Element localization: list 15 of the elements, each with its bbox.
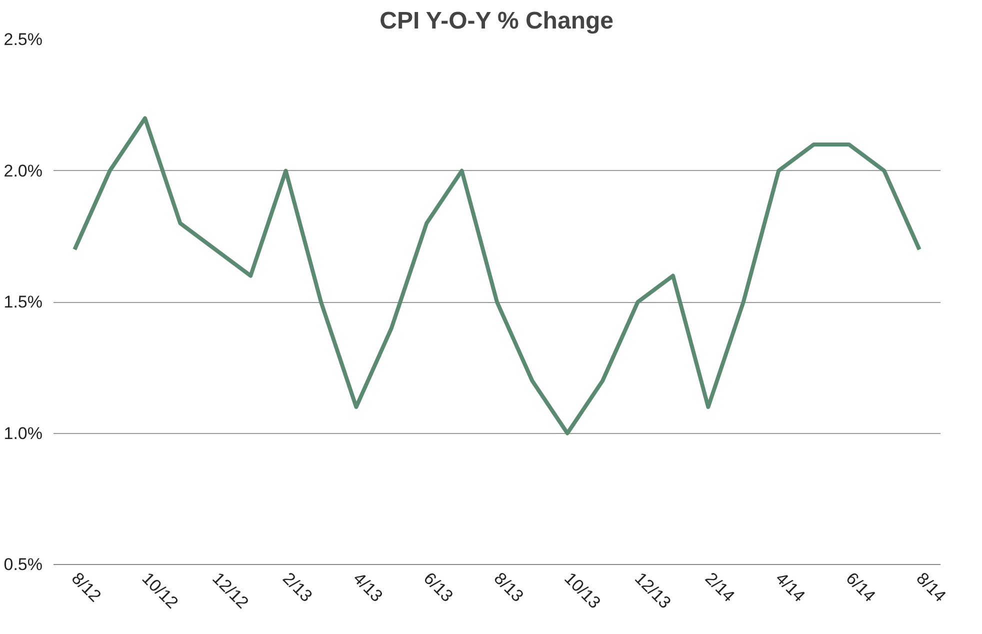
line-series bbox=[72, 116, 922, 436]
y-tick-label: 2.0% bbox=[4, 161, 42, 180]
x-tick-label: 2/14 bbox=[701, 568, 738, 606]
x-tick-label: 6/14 bbox=[842, 568, 880, 606]
y-tick-label: 2.5% bbox=[4, 30, 42, 49]
y-tick-label: 1.0% bbox=[4, 424, 42, 443]
x-tick-label: 6/13 bbox=[420, 568, 457, 606]
x-tick-label: 8/13 bbox=[490, 568, 528, 606]
y-tick-label: 0.5% bbox=[4, 555, 42, 574]
x-tick-label: 2/13 bbox=[279, 568, 316, 606]
x-tick-label: 8/14 bbox=[912, 568, 950, 606]
y-tick-label: 1.5% bbox=[4, 292, 42, 312]
x-tick-label: 4/13 bbox=[349, 568, 386, 606]
x-tick-label: 4/14 bbox=[772, 568, 809, 606]
chart-title: CPI Y-O-Y % Change bbox=[380, 8, 614, 34]
